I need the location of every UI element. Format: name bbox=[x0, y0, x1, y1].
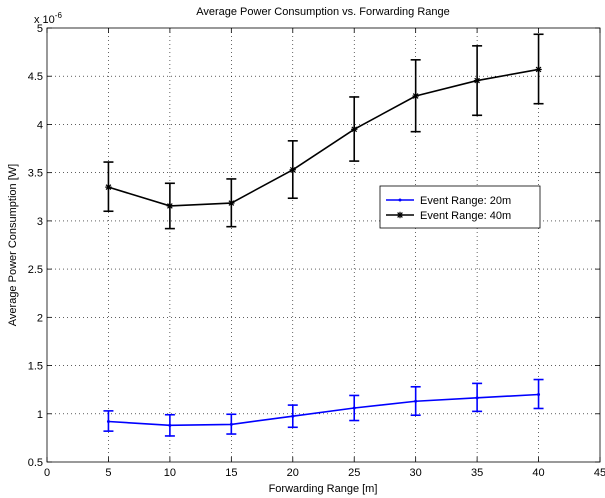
data-point-star bbox=[166, 202, 174, 210]
x-tick-label: 30 bbox=[410, 467, 422, 479]
x-tick-label: 15 bbox=[225, 467, 237, 479]
data-point bbox=[168, 423, 172, 427]
series-layer bbox=[103, 33, 544, 437]
y-tick-label: 3 bbox=[37, 216, 43, 228]
legend-box bbox=[379, 185, 541, 229]
y-tick-label: 5 bbox=[37, 23, 43, 35]
data-point bbox=[106, 419, 110, 423]
x-tick-label: 20 bbox=[287, 467, 299, 479]
data-point-star bbox=[396, 211, 404, 219]
data-point-star bbox=[412, 92, 419, 100]
data-point-star bbox=[535, 66, 542, 73]
y-tick-label: 1 bbox=[37, 409, 43, 421]
y-tick-label: 2.5 bbox=[28, 264, 43, 276]
series-line bbox=[108, 68, 539, 207]
x-tick-label: 40 bbox=[532, 467, 544, 479]
legend-entry: Event Range: 40m bbox=[386, 210, 511, 222]
x-tick-label: 35 bbox=[471, 467, 483, 479]
data-point-star bbox=[289, 166, 296, 173]
data-point-star bbox=[473, 77, 481, 84]
x-tick-label: 10 bbox=[164, 467, 176, 479]
x-tick-label: 45 bbox=[594, 467, 605, 479]
data-point bbox=[291, 414, 295, 418]
data-point-star bbox=[105, 183, 112, 191]
data-point bbox=[537, 392, 541, 396]
y-axis-multiplier: x 10-6 bbox=[34, 11, 62, 26]
legend-label: Event Range: 20m bbox=[420, 195, 511, 207]
series-1 bbox=[103, 378, 544, 437]
y-tick-label: 0.5 bbox=[28, 457, 43, 469]
y-multiplier-exponent: -6 bbox=[55, 11, 63, 20]
data-point bbox=[475, 396, 479, 400]
y-axis-label: Average Power Consumption [W] bbox=[7, 164, 19, 326]
x-axis-label: Forwarding Range [m] bbox=[269, 483, 378, 495]
x-tick-label: 5 bbox=[105, 467, 111, 479]
data-point-star bbox=[228, 199, 235, 207]
x-tick-label: 0 bbox=[44, 467, 50, 479]
y-tick-label: 4.5 bbox=[28, 71, 43, 83]
legend: Event Range: 20m Event Range: 40m bbox=[379, 185, 541, 229]
y-tick-label: 2 bbox=[37, 312, 43, 324]
axis-ticks: 0 5 10 15 20 25 30 35 40 45 0.5 1 1.5 2 2.5 3 3.5 4 4.5 5 bbox=[28, 23, 605, 479]
series-2 bbox=[103, 33, 544, 230]
chart-title: Average Power Consumption vs. Forwarding… bbox=[196, 6, 450, 18]
grid-lines bbox=[47, 28, 600, 462]
data-point bbox=[352, 406, 356, 410]
svg-text:x 10-6: x 10-6 bbox=[34, 11, 62, 26]
plot-area-frame bbox=[46, 27, 601, 463]
y-tick-label: 1.5 bbox=[28, 361, 43, 373]
series-line bbox=[108, 393, 539, 427]
legend-entry: Event Range: 20m bbox=[386, 195, 511, 207]
y-multiplier-base: x 10 bbox=[34, 14, 55, 26]
x-tick-label: 25 bbox=[348, 467, 360, 479]
data-point-star bbox=[351, 126, 358, 133]
y-tick-label: 3.5 bbox=[28, 168, 43, 180]
data-point bbox=[398, 198, 402, 202]
legend-label: Event Range: 40m bbox=[420, 210, 511, 222]
data-point bbox=[229, 422, 233, 426]
y-tick-label: 4 bbox=[37, 119, 43, 131]
data-point bbox=[414, 399, 418, 403]
